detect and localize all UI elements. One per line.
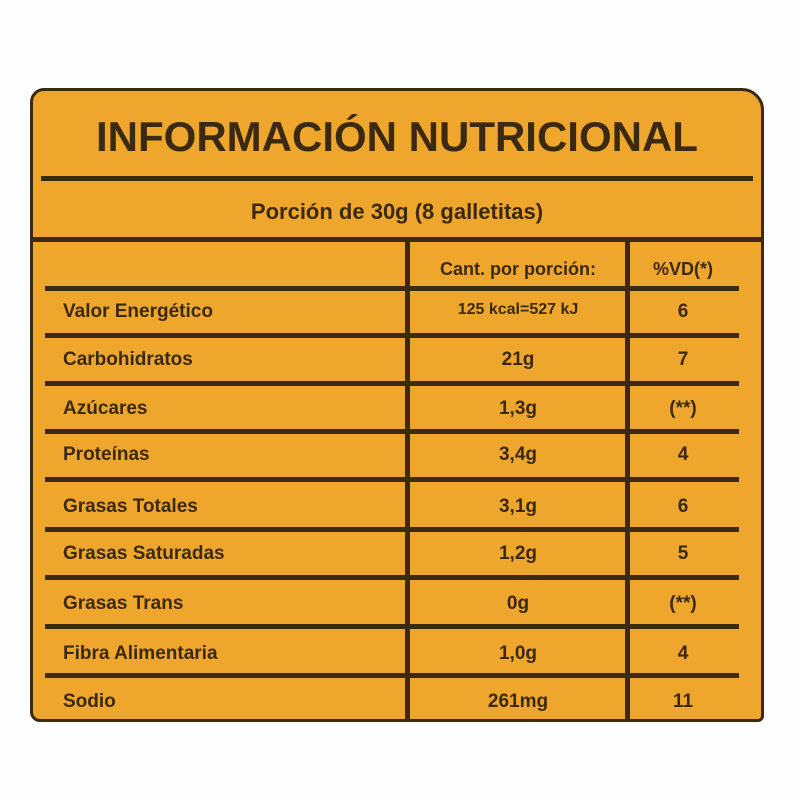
row-divider [45, 286, 739, 291]
divider [33, 237, 761, 242]
nutrient-amount: 3,1g [498, 496, 538, 517]
row-divider [45, 429, 739, 434]
nutrient-name: Grasas Trans [63, 593, 184, 614]
nutrient-dv: (**) [669, 593, 697, 614]
row-divider [45, 673, 739, 678]
nutrient-dv: 11 [672, 691, 694, 712]
row-divider [45, 333, 739, 338]
nutrient-name: Fibra Alimentaria [63, 643, 218, 664]
nutrient-name: Carbohidratos [63, 349, 193, 370]
portion-size: Porción de 30g (8 galletitas) [250, 199, 544, 224]
nutrient-name: Valor Energético [63, 301, 213, 322]
nutrient-amount: 21g [501, 349, 535, 370]
nutrient-amount: 1,0g [498, 643, 538, 664]
nutrient-name: Grasas Saturadas [63, 543, 225, 564]
nutrient-amount: 3,4g [498, 444, 538, 465]
header-amount: Cant. por porción: [440, 259, 596, 279]
nutrient-amount: 1,3g [498, 398, 538, 419]
header-dv: %VD(*) [652, 259, 713, 279]
nutrient-amount: 125 kcal=527 kJ [457, 301, 579, 318]
row-divider [45, 624, 739, 629]
row-divider [45, 381, 739, 386]
nutrient-amount: 261mg [487, 691, 549, 712]
nutrient-dv: 5 [677, 543, 689, 564]
nutrient-amount: 1,2g [498, 543, 538, 564]
nutrient-dv: 4 [677, 643, 689, 664]
nutrition-label: INFORMACIÓN NUTRICIONAL Porción de 30g (… [30, 88, 764, 722]
nutrient-amount: 0g [506, 593, 530, 614]
row-divider [45, 477, 739, 482]
row-divider [45, 575, 739, 580]
row-divider [45, 527, 739, 532]
nutrient-dv: 4 [677, 444, 689, 465]
nutrient-dv: (**) [669, 398, 697, 419]
nutrient-name: Proteínas [63, 444, 150, 465]
nutrient-dv: 7 [677, 349, 689, 370]
divider [41, 176, 753, 181]
nutrient-dv: 6 [677, 496, 689, 517]
nutrient-dv: 6 [677, 301, 689, 322]
nutrient-name: Grasas Totales [63, 496, 198, 517]
nutrient-name: Sodio [63, 691, 116, 712]
label-title: INFORMACIÓN NUTRICIONAL [96, 113, 698, 160]
nutrient-name: Azúcares [63, 398, 148, 419]
